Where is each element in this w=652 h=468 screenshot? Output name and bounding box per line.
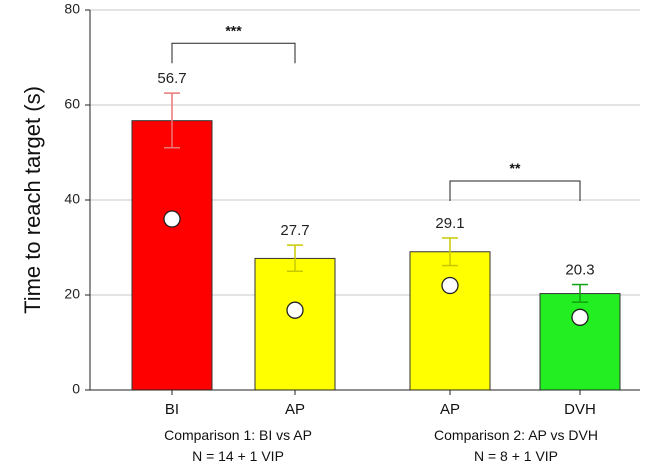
x-tick-label: AP (440, 401, 460, 418)
significance-label: ** (510, 160, 521, 176)
median-marker (163, 210, 181, 228)
x-tick-label: BI (165, 401, 179, 418)
bar-ap (254, 257, 336, 391)
group-label-line1: Comparison 1: BI vs AP (164, 427, 312, 443)
axes (89, 10, 640, 391)
value-label: 27.7 (280, 222, 309, 239)
median-marker (571, 308, 589, 326)
value-label: 29.1 (435, 215, 464, 232)
x-tick-label: AP (285, 401, 305, 418)
median-marker (441, 276, 459, 295)
value-label: 20.3 (565, 262, 594, 279)
labels: 02040608056.7BI27.7AP29.1AP20.3DVH*****C… (64, 1, 598, 464)
group-label-line2: N = 14 + 1 VIP (192, 448, 284, 464)
significance-label: *** (225, 22, 242, 38)
y-tick-label: 20 (64, 286, 80, 302)
significance-bracket (449, 180, 581, 201)
x-tick-label: DVH (564, 401, 596, 418)
bars (131, 92, 621, 391)
y-tick-label: 40 (64, 191, 80, 207)
bar-bi (131, 120, 213, 391)
group-label-line1: Comparison 2: AP vs DVH (434, 427, 598, 443)
y-axis-label: Time to reach target (s) (20, 86, 45, 314)
value-label: 56.7 (157, 70, 186, 87)
group-label-line2: N = 8 + 1 VIP (474, 448, 558, 464)
y-tick-label: 80 (64, 1, 80, 17)
significance-bracket (171, 42, 296, 64)
bar-ap (409, 251, 491, 391)
y-tick-label: 0 (72, 381, 80, 397)
bar-dvh (539, 293, 621, 391)
median-marker (286, 301, 304, 319)
y-tick-label: 60 (64, 96, 80, 112)
